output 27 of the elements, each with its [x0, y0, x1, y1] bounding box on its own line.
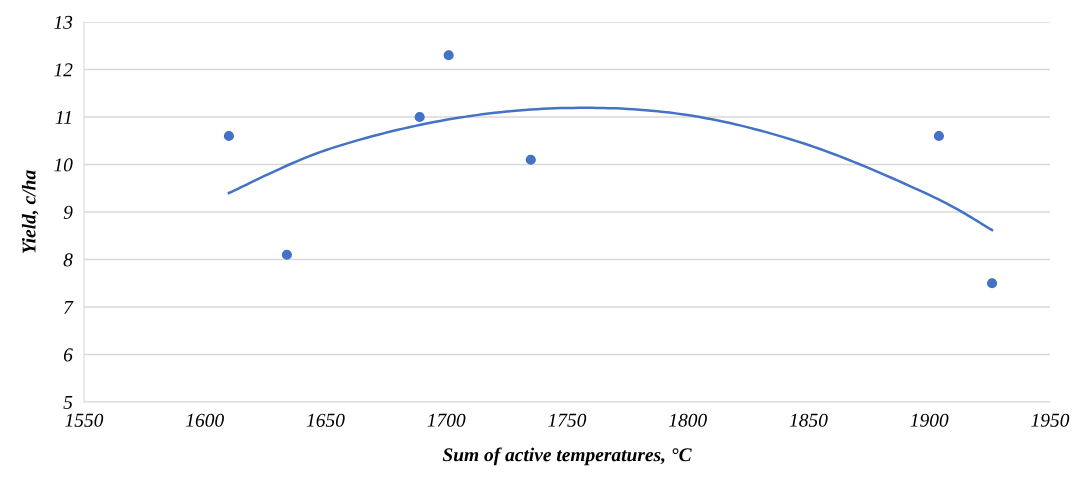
x-tick-label: 1950	[1031, 413, 1070, 427]
y-tick-label: 5	[63, 396, 73, 409]
point	[281, 249, 292, 260]
x-tick-label: 1700	[427, 413, 466, 427]
point	[414, 111, 425, 123]
point	[525, 154, 536, 165]
y-tick-label: 11	[55, 110, 71, 124]
x-tick-label: 1900	[910, 413, 949, 427]
y-axis-title: Yield, c/ha	[21, 170, 39, 254]
x-tick-label: 1600	[186, 413, 224, 427]
y-tick-label: 8	[63, 253, 73, 267]
y-tick-label: 12	[54, 63, 73, 77]
x-axis-title: Sum of active temperatures, °C	[442, 447, 692, 466]
point	[986, 278, 998, 289]
point	[933, 130, 944, 142]
y-tick-label: 9	[63, 205, 73, 219]
x-tick-label: 1650	[306, 413, 345, 427]
y-tick-label: 6	[63, 348, 73, 362]
x-tick-label: 1850	[789, 413, 828, 427]
x-tick-label: 1550	[65, 413, 104, 427]
y-tick-label: 10	[54, 158, 73, 172]
y-tick-label: 7	[64, 301, 74, 314]
x-tick-label: 1800	[669, 413, 707, 427]
x-tick-label: 1750	[548, 413, 587, 427]
y-tick-label: 13	[54, 15, 73, 29]
point	[443, 50, 454, 61]
point	[223, 130, 234, 142]
